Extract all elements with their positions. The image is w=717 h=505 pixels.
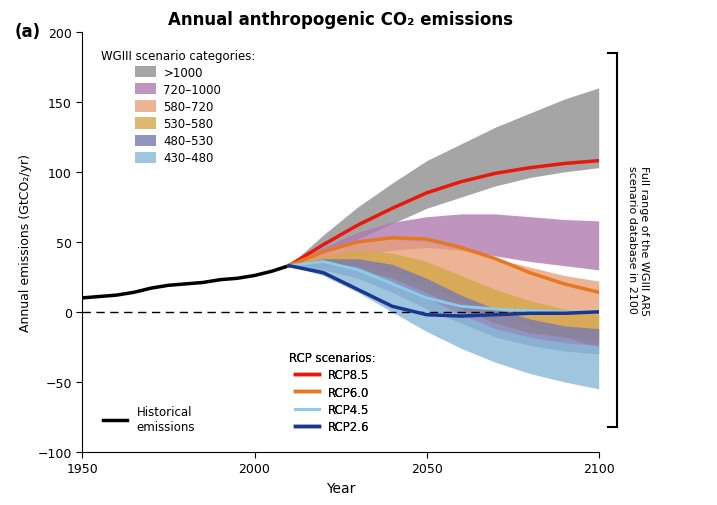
- Legend: RCP8.5, RCP6.0, RCP4.5, RCP2.6: RCP8.5, RCP6.0, RCP4.5, RCP2.6: [285, 347, 381, 438]
- Text: (a): (a): [14, 23, 40, 41]
- Title: Annual anthropogenic CO₂ emissions: Annual anthropogenic CO₂ emissions: [168, 11, 513, 28]
- Text: Full range of the WGIII AR5
scenario database in 2100: Full range of the WGIII AR5 scenario dat…: [627, 166, 649, 315]
- X-axis label: Year: Year: [326, 481, 355, 495]
- Y-axis label: Annual emissions (GtCO₂/yr): Annual emissions (GtCO₂/yr): [19, 154, 32, 331]
